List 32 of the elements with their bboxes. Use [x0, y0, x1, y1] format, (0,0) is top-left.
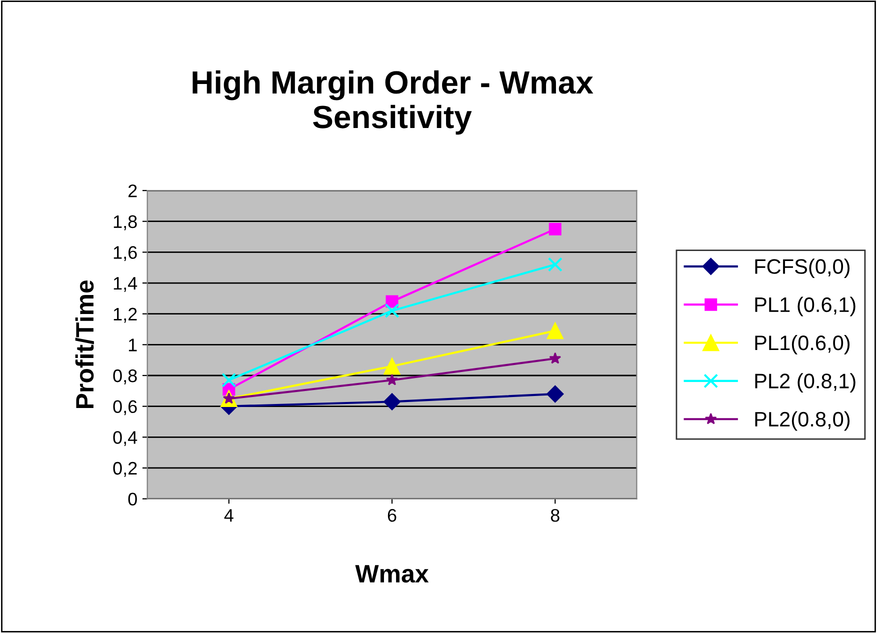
y-tick-label: 0,2 — [113, 462, 137, 477]
y-tick-label: 0 — [128, 492, 137, 506]
y-tick-label: 0,8 — [113, 369, 137, 384]
y-tick-label: 1,4 — [114, 277, 138, 292]
point — [549, 352, 562, 364]
point — [222, 372, 236, 388]
x-tick-label: 6 — [388, 509, 396, 522]
y-tick-label: 0,4 — [113, 431, 138, 446]
y-tick-label: 1 — [128, 338, 137, 352]
legend-label: FCFS(0,0) — [755, 258, 850, 278]
legend-label: PL1 (0.6,1) — [755, 296, 856, 316]
y-tick-label: 2 — [128, 184, 137, 198]
y-tick-label: 1,2 — [114, 308, 137, 323]
point — [548, 257, 562, 272]
point — [386, 374, 398, 386]
x-axis-title: Wmax — [355, 565, 429, 583]
legend-label: PL1(0.6,0) — [755, 334, 850, 354]
point — [546, 385, 564, 403]
y-tick-label: 1,8 — [114, 215, 137, 230]
point — [384, 303, 400, 318]
point — [383, 393, 401, 410]
x-tick-label: 4 — [224, 509, 234, 522]
y-axis-title: Profit/Time — [75, 280, 94, 408]
y-tick-label: 1,6 — [114, 246, 137, 262]
y-tick-label: 0,6 — [113, 400, 137, 416]
legend-label: PL2(0.8,0) — [755, 411, 850, 431]
point — [548, 222, 562, 236]
legend-label: PL2 (0.8,1) — [755, 373, 856, 393]
point — [384, 358, 400, 375]
point — [546, 322, 564, 340]
x-tick-label: 8 — [550, 509, 560, 522]
chart-title: High Margin Order - Wmax Sensitivity — [192, 70, 594, 135]
